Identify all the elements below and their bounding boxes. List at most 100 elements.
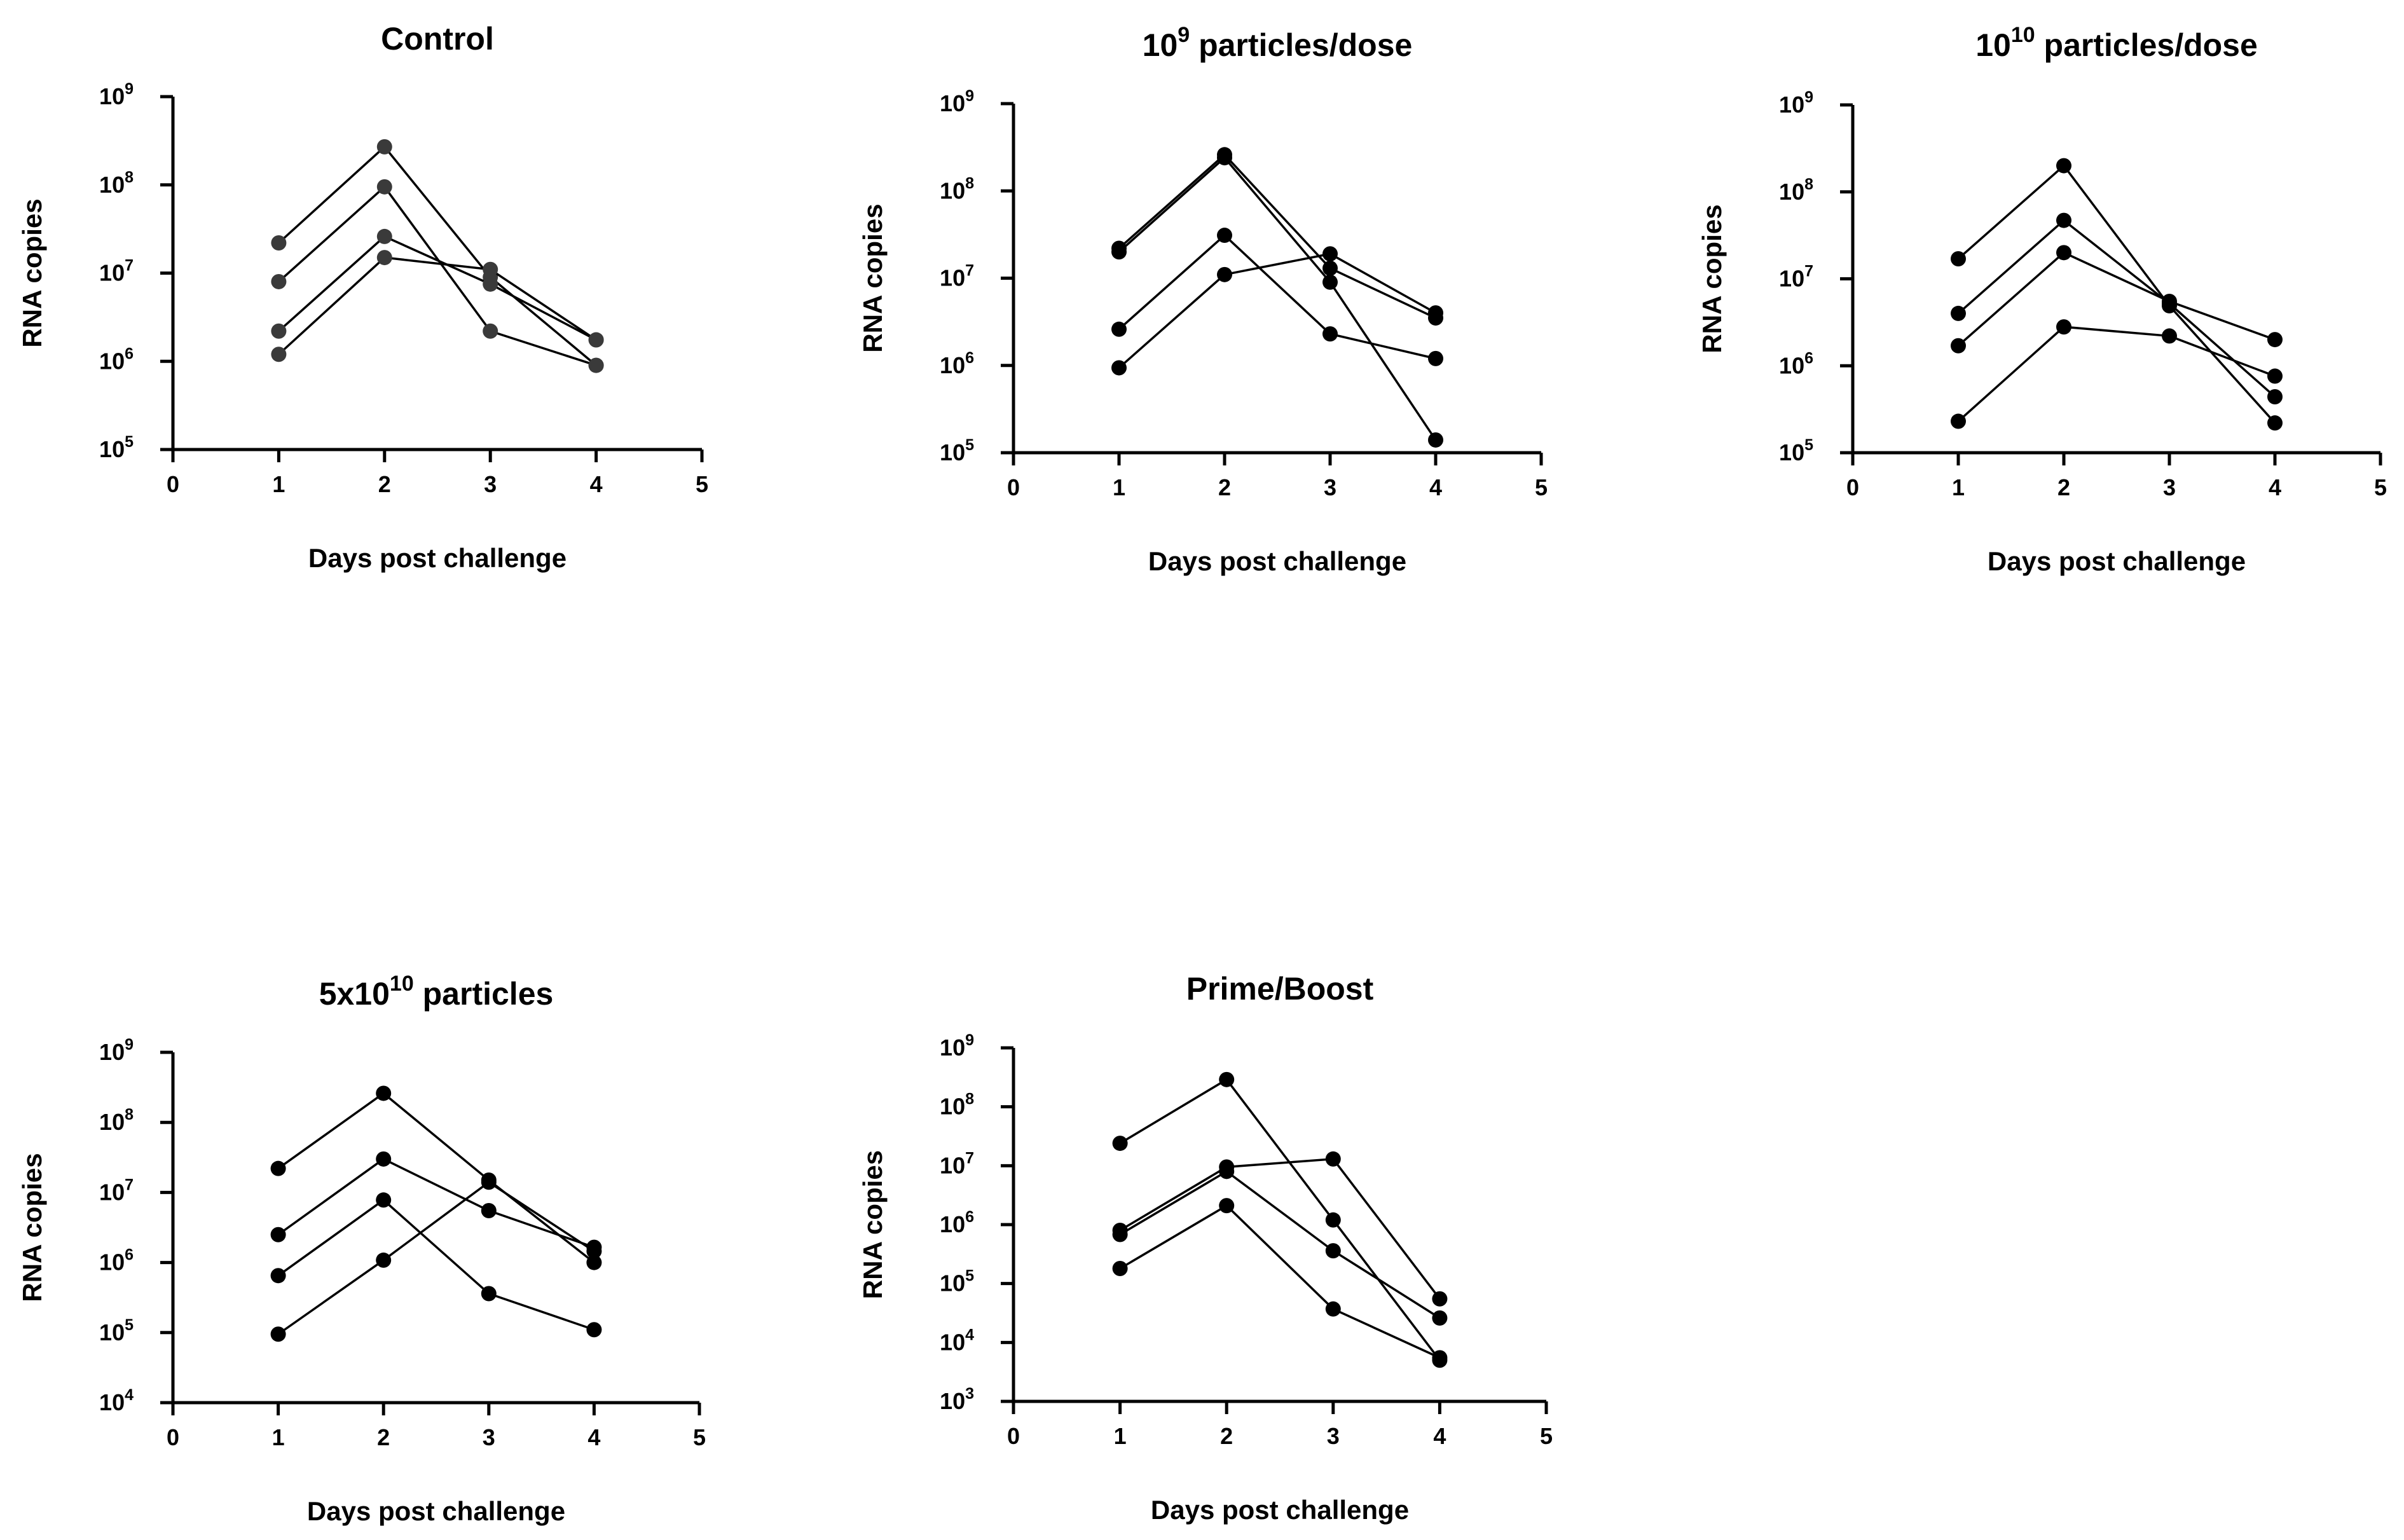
x-tick-label: 3 bbox=[1324, 474, 1336, 500]
y-tick-label: 106 bbox=[940, 1208, 974, 1237]
data-point-series-4 bbox=[1322, 246, 1338, 262]
series-line-3 bbox=[278, 235, 597, 341]
data-point-series-3 bbox=[1219, 1164, 1235, 1179]
series-line-4 bbox=[277, 1181, 595, 1335]
y-tick-base: 10 bbox=[940, 90, 965, 116]
data-point-series-1 bbox=[376, 139, 392, 155]
y-axis-label: RNA copies bbox=[858, 203, 888, 352]
data-point-series-4 bbox=[1112, 1261, 1128, 1277]
y-tick-base: 10 bbox=[99, 1249, 125, 1275]
y-tick-label: 109 bbox=[99, 80, 134, 109]
data-point-series-2 bbox=[2267, 389, 2283, 405]
data-point-series-4 bbox=[588, 332, 604, 348]
data-point-series-2 bbox=[376, 1151, 392, 1167]
data-point-series-4 bbox=[1111, 360, 1127, 376]
data-point-series-3 bbox=[1325, 1243, 1341, 1259]
y-tick-exponent: 5 bbox=[965, 436, 974, 454]
y-tick-base: 10 bbox=[99, 1319, 125, 1345]
y-tick-base: 10 bbox=[99, 260, 125, 286]
data-point-series-3 bbox=[271, 323, 287, 339]
x-axis-label: Days post challenge bbox=[1988, 546, 2246, 576]
data-point-series-2 bbox=[271, 273, 287, 289]
series-line-3 bbox=[1118, 233, 1436, 360]
x-tick-label: 4 bbox=[1429, 474, 1442, 500]
data-point-series-4 bbox=[1428, 305, 1443, 321]
data-point-series-1 bbox=[1322, 260, 1338, 276]
data-point-series-1 bbox=[2056, 158, 2071, 174]
y-tick-label: 105 bbox=[940, 436, 974, 465]
data-point-series-3 bbox=[483, 276, 498, 292]
series-line-1 bbox=[1957, 164, 2276, 424]
series-line-4 bbox=[1119, 1204, 1441, 1359]
data-point-series-3 bbox=[1432, 1310, 1448, 1326]
y-tick-exponent: 7 bbox=[965, 262, 974, 280]
data-point-series-4 bbox=[2056, 319, 2071, 335]
chart-title: 5x1010 particles bbox=[319, 972, 554, 1012]
data-point-series-4 bbox=[1219, 1198, 1235, 1214]
data-point-series-3 bbox=[2056, 245, 2071, 261]
y-tick-exponent: 9 bbox=[125, 80, 134, 98]
data-point-series-1 bbox=[2267, 415, 2283, 431]
data-point-series-2 bbox=[1951, 305, 1966, 321]
chart-title-text: 10 bbox=[1975, 27, 2011, 63]
y-tick-exponent: 7 bbox=[125, 257, 134, 275]
y-tick-label: 106 bbox=[99, 1246, 134, 1275]
y-tick-exponent: 8 bbox=[965, 1090, 974, 1108]
x-tick-label: 1 bbox=[1114, 1423, 1127, 1449]
y-tick-base: 10 bbox=[99, 1179, 125, 1205]
y-tick-label: 106 bbox=[99, 345, 134, 374]
data-point-series-4 bbox=[376, 250, 392, 266]
y-tick-exponent: 7 bbox=[1804, 263, 1813, 280]
y-tick-label: 109 bbox=[940, 1031, 974, 1061]
y-tick-exponent: 4 bbox=[125, 1386, 134, 1404]
y-tick-base: 10 bbox=[99, 1039, 125, 1065]
x-tick-label: 4 bbox=[590, 471, 603, 497]
y-tick-exponent: 9 bbox=[125, 1036, 134, 1054]
data-point-series-3 bbox=[270, 1268, 286, 1284]
data-point-series-1 bbox=[586, 1255, 602, 1270]
series-line-3 bbox=[1119, 1170, 1441, 1319]
y-tick-exponent: 7 bbox=[125, 1176, 134, 1193]
y-tick-base: 10 bbox=[940, 1211, 965, 1237]
chart-title-superscript: 10 bbox=[2011, 23, 2035, 47]
y-tick-exponent: 9 bbox=[1804, 88, 1813, 106]
y-tick-label: 108 bbox=[99, 168, 134, 198]
data-point-series-2 bbox=[481, 1203, 497, 1219]
y-tick-base: 10 bbox=[940, 265, 965, 291]
y-tick-exponent: 8 bbox=[965, 174, 974, 192]
y-tick-label: 105 bbox=[99, 433, 134, 462]
y-tick-base: 10 bbox=[1779, 92, 1804, 118]
y-tick-exponent: 6 bbox=[125, 1246, 134, 1264]
y-tick-base: 10 bbox=[940, 177, 965, 203]
series-line-3 bbox=[277, 1199, 594, 1331]
y-axis-label: RNA copies bbox=[17, 198, 47, 347]
y-tick-exponent: 8 bbox=[125, 1106, 134, 1124]
y-tick-label: 108 bbox=[940, 1090, 974, 1120]
x-tick-label: 1 bbox=[272, 1424, 285, 1450]
series-line-4 bbox=[278, 256, 597, 355]
y-axis-label: RNA copies bbox=[858, 1150, 888, 1299]
chart-title: Prime/Boost bbox=[1186, 971, 1374, 1007]
y-tick-label: 107 bbox=[99, 1176, 134, 1205]
y-tick-base: 10 bbox=[940, 1329, 965, 1355]
data-point-series-4 bbox=[1432, 1350, 1448, 1366]
chart-title-text: 10 bbox=[1143, 27, 1178, 63]
data-point-series-2 bbox=[1432, 1291, 1448, 1307]
y-tick-base: 10 bbox=[940, 1270, 965, 1296]
series-line-2 bbox=[1118, 156, 1437, 441]
y-tick-exponent: 9 bbox=[965, 1031, 974, 1049]
y-tick-base: 10 bbox=[1779, 439, 1804, 465]
y-tick-label: 107 bbox=[1779, 263, 1813, 292]
x-tick-label: 5 bbox=[693, 1424, 706, 1450]
data-point-series-3 bbox=[1217, 228, 1232, 244]
y-tick-label: 105 bbox=[99, 1316, 134, 1345]
x-tick-label: 4 bbox=[2269, 474, 2281, 500]
y-tick-label: 109 bbox=[99, 1036, 134, 1065]
data-point-series-3 bbox=[1322, 326, 1338, 342]
y-tick-label: 107 bbox=[99, 257, 134, 286]
data-point-series-2 bbox=[1322, 274, 1338, 290]
data-point-series-4 bbox=[1325, 1301, 1341, 1317]
x-tick-label: 0 bbox=[1846, 474, 1859, 500]
